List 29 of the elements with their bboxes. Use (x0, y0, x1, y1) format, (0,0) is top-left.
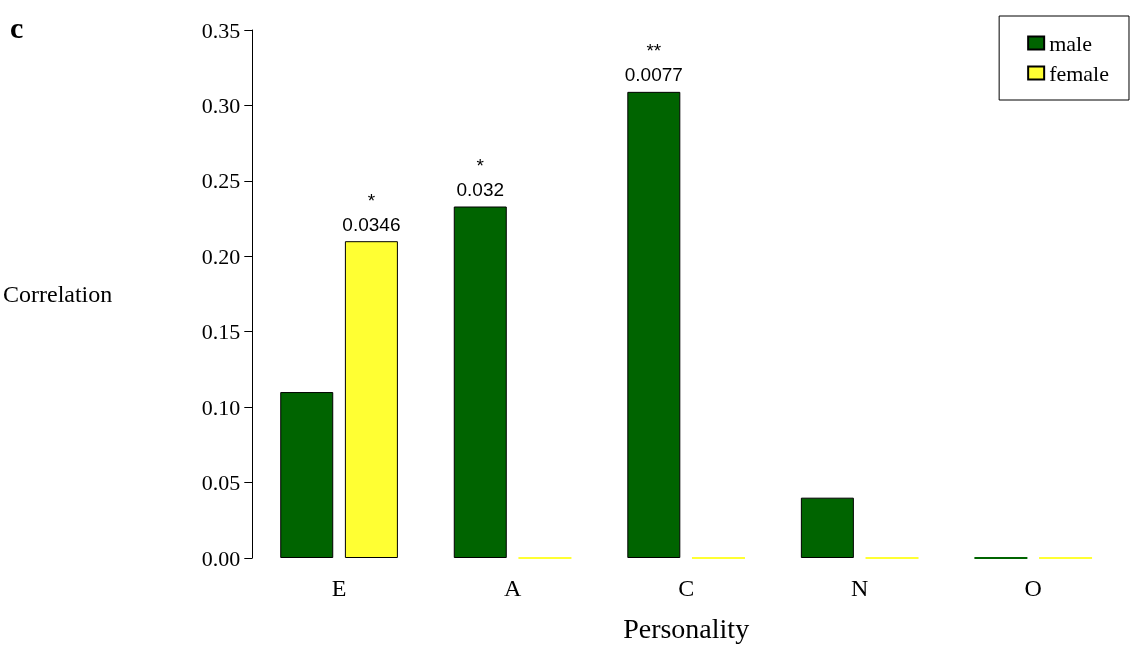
bar (344, 241, 398, 558)
bar (800, 497, 854, 558)
bar (453, 206, 507, 558)
y-tick-label: 0.20 (201, 243, 241, 269)
annotation: 0.032 (456, 179, 505, 200)
y-tick-label: 0.30 (201, 92, 241, 118)
annotation: * (367, 189, 376, 211)
y-tick-label: 0.25 (201, 168, 241, 194)
y-axis-title: Correlation (2, 281, 113, 307)
text: c (10, 10, 24, 44)
y-tick-label: 0.00 (201, 545, 241, 571)
annotation: 0.0346 (342, 213, 401, 235)
legend-label: male (1049, 30, 1092, 56)
y-tick-label: 0.05 (201, 470, 241, 496)
annotation: 0.0077 (624, 64, 683, 86)
x-tick-label: O (1024, 575, 1042, 601)
x-tick-label: A (503, 575, 522, 601)
y-tick-label: 0.35 (201, 17, 241, 43)
annotation: ** (646, 40, 662, 62)
x-tick-label: E (331, 575, 347, 601)
x-tick-label: C (678, 575, 695, 601)
y-tick-label: 0.10 (201, 394, 241, 420)
y-tick-label: 0.15 (201, 319, 241, 345)
bar (280, 392, 334, 558)
x-tick-label: N (851, 575, 869, 601)
bar (627, 91, 681, 558)
annotation: * (476, 155, 485, 176)
x-axis-title: Personality (623, 612, 750, 644)
legend-label: female (1049, 60, 1110, 86)
